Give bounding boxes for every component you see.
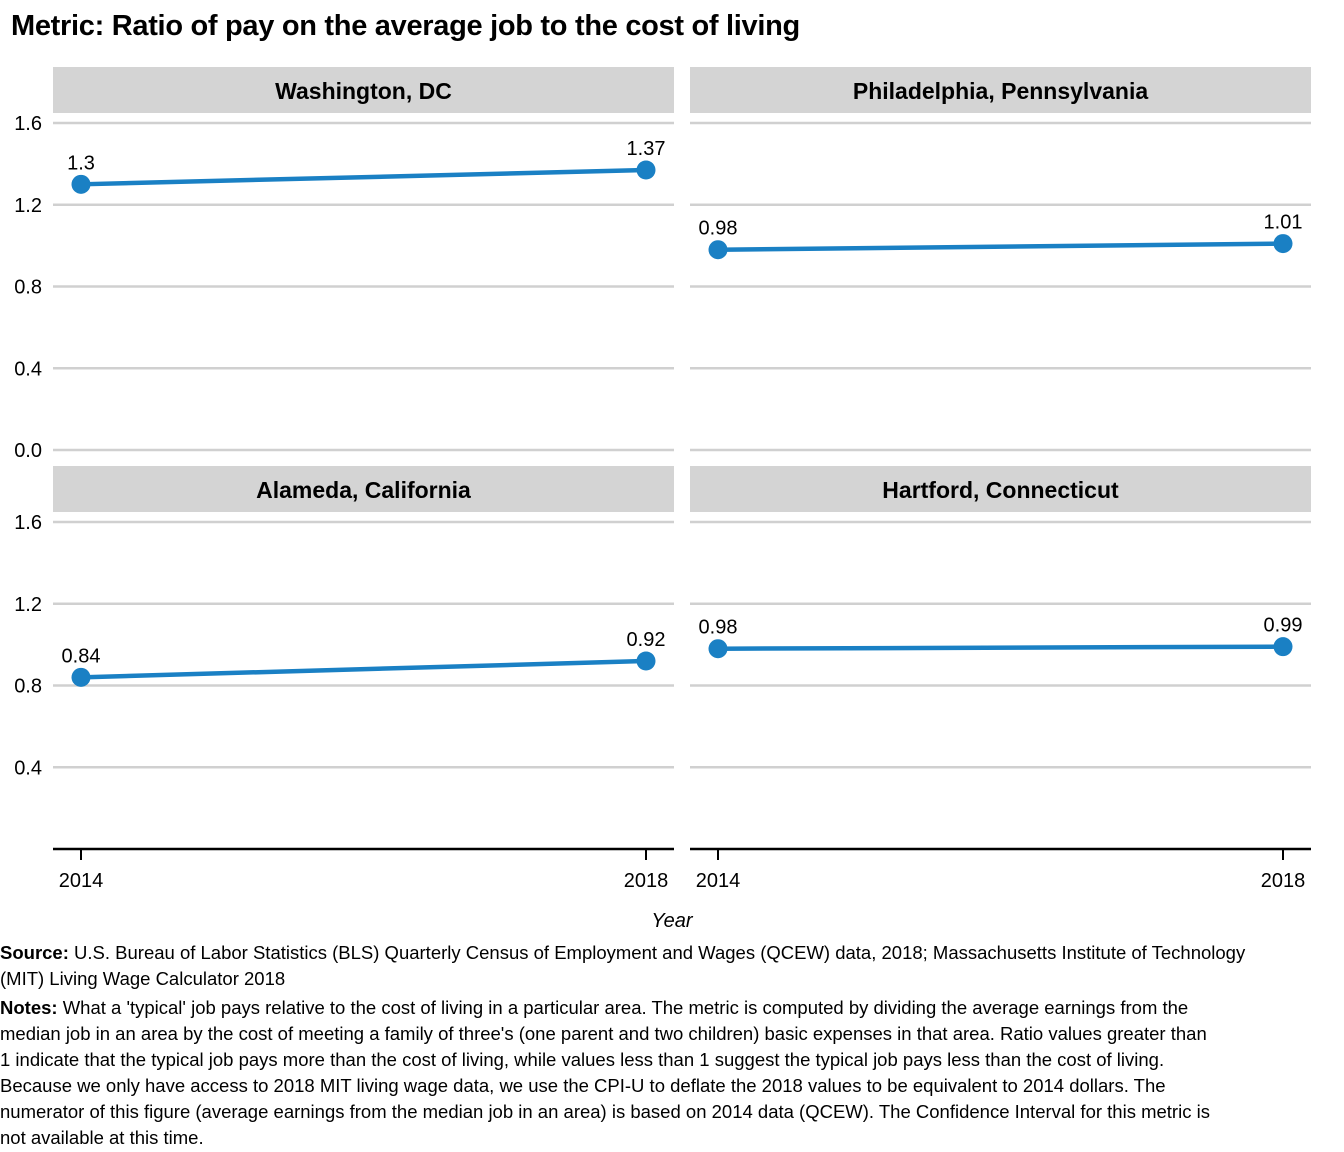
series-line <box>717 241 1284 252</box>
data-label: 0.84 <box>62 645 101 667</box>
y-tick-label: 0.8 <box>14 277 42 299</box>
data-label: 0.98 <box>699 617 738 639</box>
facet-strip <box>53 67 674 113</box>
y-tick-label: 0.4 <box>14 358 42 380</box>
data-point <box>636 651 656 671</box>
facet-title: Alameda, California <box>256 477 471 503</box>
notes-label: Notes: <box>0 997 58 1018</box>
x-tick-label: 2018 <box>1261 870 1306 892</box>
data-label: 1.01 <box>1264 212 1303 234</box>
facet-strip <box>53 466 674 512</box>
facet-strip <box>690 67 1311 113</box>
y-tick-label: 0.8 <box>14 676 42 698</box>
source-note: Source: U.S. Bureau of Labor Statistics … <box>0 940 1290 992</box>
y-tick-label: 0.0 <box>14 440 42 462</box>
x-axis-title: Year <box>651 910 693 932</box>
data-point <box>71 667 91 687</box>
series-line <box>717 644 1284 651</box>
y-tick-label: 1.6 <box>14 512 42 534</box>
facet-title: Hartford, Connecticut <box>882 477 1119 503</box>
facet-title: Philadelphia, Pennsylvania <box>853 78 1148 104</box>
data-label: 0.92 <box>627 629 666 651</box>
source-text: U.S. Bureau of Labor Statistics (BLS) Qu… <box>0 942 1246 989</box>
facet-strip <box>690 466 1311 512</box>
y-tick-label: 0.4 <box>14 757 42 779</box>
series-line <box>80 658 647 680</box>
x-tick-label: 2014 <box>59 870 104 892</box>
data-label: 1.3 <box>67 152 95 174</box>
notes-block: Notes: What a 'typical' job pays relativ… <box>0 995 1210 1151</box>
data-point <box>1273 234 1293 254</box>
y-tick-label: 1.6 <box>14 113 42 135</box>
data-point <box>708 639 728 659</box>
x-tick-label: 2018 <box>624 870 669 892</box>
faceted-line-chart: Washington, DC 0.0 0.4 0.8 1.2 1.6 1.3 1.37 Phil… <box>14 67 1311 892</box>
x-tick-label: 2014 <box>696 870 741 892</box>
data-point <box>1273 637 1293 657</box>
data-label: 0.99 <box>1264 615 1303 637</box>
data-label: 1.37 <box>627 138 666 160</box>
data-point <box>71 174 91 194</box>
data-label: 0.98 <box>699 218 738 240</box>
notes-text: What a 'typical' job pays relative to th… <box>0 997 1210 1148</box>
series-line <box>80 167 647 187</box>
y-tick-label: 1.2 <box>14 594 42 616</box>
data-point <box>708 240 728 260</box>
y-tick-label: 1.2 <box>14 195 42 217</box>
facet-title: Washington, DC <box>275 78 452 104</box>
source-label: Source: <box>0 942 69 963</box>
chart-title: Metric: Ratio of pay on the average job … <box>11 10 800 42</box>
data-point <box>636 160 656 180</box>
